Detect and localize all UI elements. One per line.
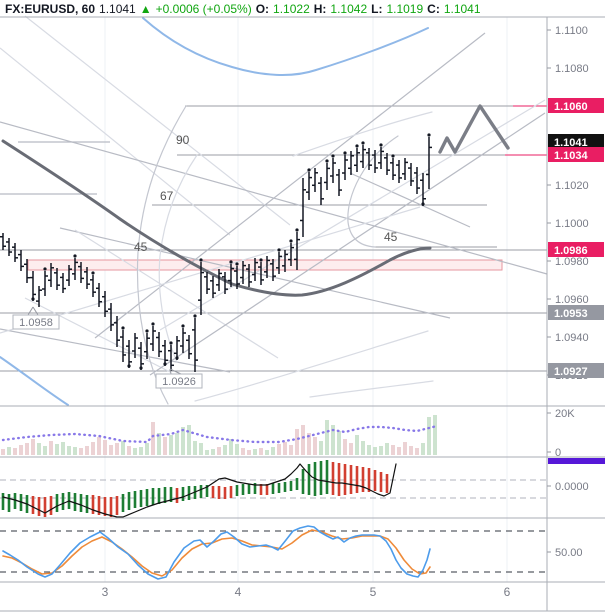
oscillator-histogram-pane[interactable] xyxy=(0,460,547,518)
low-label: L: xyxy=(371,1,383,16)
price-level-lines[interactable] xyxy=(0,105,547,372)
svg-text:1.0953: 1.0953 xyxy=(554,308,588,320)
price-note-labels[interactable]: 1.0958 1.0926 xyxy=(12,306,203,389)
close-label: C: xyxy=(427,1,440,16)
svg-text:1.1041: 1.1041 xyxy=(554,137,588,149)
price-axis[interactable]: 1.1100 1.1080 1.1020 1.1000 1.0980 1.0960 1.09… xyxy=(547,25,604,559)
svg-text:67: 67 xyxy=(160,189,174,203)
svg-text:1.1034: 1.1034 xyxy=(554,150,589,162)
symbol-title[interactable]: FX:EURUSD, 60 xyxy=(5,1,96,16)
svg-text:1.0980: 1.0980 xyxy=(555,256,589,268)
svg-text:4: 4 xyxy=(235,585,242,599)
stochastic-pane[interactable] xyxy=(0,525,547,580)
open-value: 1.1022 xyxy=(273,1,310,16)
svg-text:1.0940: 1.0940 xyxy=(555,332,589,344)
svg-text:0: 0 xyxy=(555,447,561,459)
svg-text:0.0000: 0.0000 xyxy=(555,481,589,493)
thick-ma-line xyxy=(1,139,432,297)
svg-text:1.1100: 1.1100 xyxy=(555,25,588,37)
svg-text:5: 5 xyxy=(370,585,377,599)
svg-text:3: 3 xyxy=(102,585,109,599)
trend-lines[interactable] xyxy=(0,15,548,376)
low-value: 1.1019 xyxy=(386,1,424,16)
svg-text:1.1000: 1.1000 xyxy=(555,218,589,230)
time-axis[interactable]: 3 4 5 6 xyxy=(102,585,511,599)
purple-axis-marker xyxy=(548,458,605,464)
svg-text:1.0986: 1.0986 xyxy=(554,245,588,257)
zigzag-projection-drawing[interactable] xyxy=(438,104,510,154)
price-change: +0.0006 (+0.05%) xyxy=(155,1,252,16)
svg-text:50.00: 50.00 xyxy=(555,547,583,559)
support-zone-band xyxy=(27,259,503,271)
svg-text:1.0958: 1.0958 xyxy=(19,317,53,329)
high-value: 1.1042 xyxy=(330,1,368,16)
svg-text:1.1080: 1.1080 xyxy=(555,63,589,75)
up-arrow-icon: ▲ xyxy=(139,1,152,16)
svg-text:1.1020: 1.1020 xyxy=(555,180,589,192)
fib-arc-labels: 90 67 45 45 xyxy=(134,133,398,254)
ohlc-info-bar: FX:EURUSD, 60 1.1041 ▲ +0.0006 (+0.05%) … xyxy=(5,1,481,16)
pane-borders xyxy=(0,16,605,612)
svg-text:1.0926: 1.0926 xyxy=(162,376,196,388)
swing-dots xyxy=(31,133,431,370)
close-value: 1.1041 xyxy=(443,1,481,16)
indicator-curves xyxy=(0,17,434,406)
svg-text:45: 45 xyxy=(134,240,148,254)
svg-text:1.1060: 1.1060 xyxy=(554,101,588,113)
svg-text:45: 45 xyxy=(384,230,398,244)
svg-text:6: 6 xyxy=(504,585,511,599)
svg-text:90: 90 xyxy=(176,133,190,147)
last-price: 1.1041 xyxy=(99,1,136,16)
open-label: O: xyxy=(255,1,270,16)
price-bars[interactable] xyxy=(0,137,432,372)
svg-text:1.0927: 1.0927 xyxy=(554,366,588,378)
svg-text:20K: 20K xyxy=(555,408,575,420)
volume-pane[interactable] xyxy=(1,415,439,455)
high-label: H: xyxy=(313,1,327,16)
svg-text:1.0960: 1.0960 xyxy=(555,294,589,306)
